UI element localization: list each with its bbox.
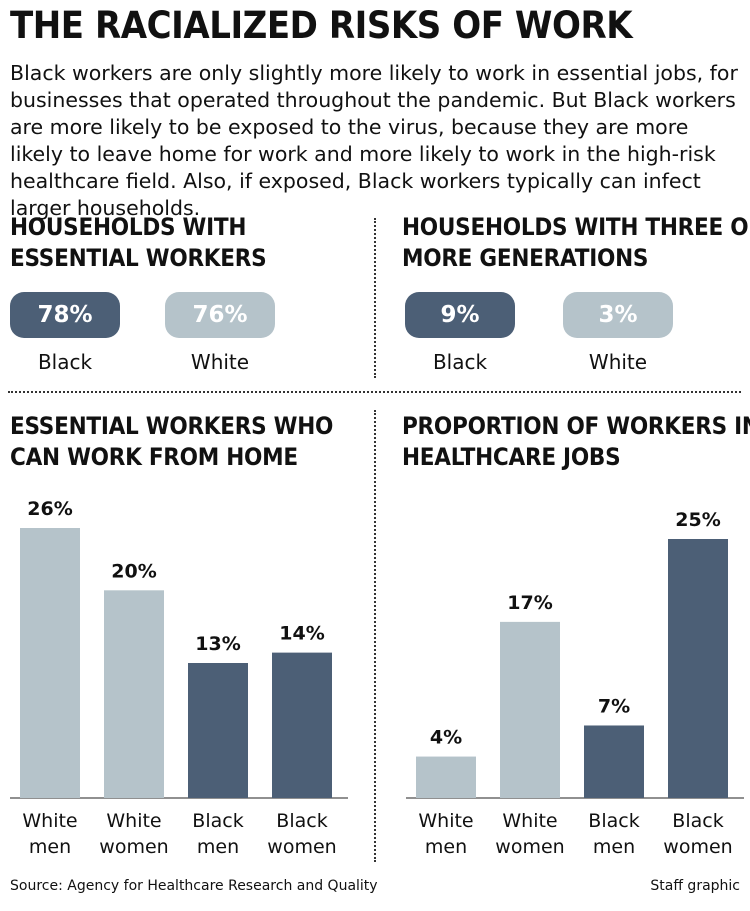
healthcare-jobs-title-line1: PROPORTION OF WORKERS IN [402,412,750,440]
intro-text: Black workers are only slightly more lik… [10,61,738,220]
page-title: THE RACIALIZED RISKS OF WORK [10,4,633,47]
generations-households-title-line2: MORE GENERATIONS [402,244,649,272]
wfh-category-label: women [99,836,168,858]
healthcare-value-label: 25% [675,509,720,531]
essential-households-title: HOUSEHOLDS WITH ESSENTIAL WORKERS [10,212,267,274]
wfh-category-label: women [267,836,336,858]
healthcare-category-label: men [425,836,467,858]
essential-white-label: White [190,350,250,374]
wfh-category-label: Black [276,810,327,832]
wfh-value-label: 13% [195,633,240,655]
healthcare-category-label: Black [672,810,723,832]
healthcare-jobs-title-line2: HEALTHCARE JOBS [402,443,621,471]
horizontal-divider [8,391,741,393]
wfh-category-label: Black [192,810,243,832]
healthcare-bar [500,621,560,798]
wfh-value-label: 26% [27,498,72,520]
wfh-bar [272,652,332,798]
essential-black-pill: 78% [10,292,120,338]
bottom-vertical-divider [374,410,376,862]
healthcare-category-label: White [502,810,557,832]
source-note: Source: Agency for Healthcare Research a… [10,878,378,894]
top-vertical-divider [374,218,376,378]
healthcare-category-label: White [418,810,473,832]
healthcare-category-label: women [663,836,732,858]
work-from-home-title-line1: ESSENTIAL WORKERS WHO [10,412,334,440]
wfh-bar [20,528,80,798]
healthcare-jobs-title: PROPORTION OF WORKERS IN HEALTHCARE JOBS [402,411,750,473]
wfh-bar [104,590,164,798]
healthcare-category-label: women [495,836,564,858]
healthcare-bar [584,725,644,798]
healthcare-category-label: Black [588,810,639,832]
wfh-category-label: White [106,810,161,832]
essential-black-label: Black [37,350,93,374]
healthcare-value-label: 17% [507,592,552,614]
generations-white-pill: 3% [563,292,673,338]
healthcare-value-label: 7% [598,695,630,717]
wfh-bar [188,663,248,798]
healthcare-category-label: men [593,836,635,858]
work-from-home-title: ESSENTIAL WORKERS WHO CAN WORK FROM HOME [10,411,333,473]
essential-white-pill: 76% [165,292,275,338]
generations-black-pill: 9% [405,292,515,338]
wfh-value-label: 14% [279,623,324,645]
generations-households-title-line1: HOUSEHOLDS WITH THREE OR [402,213,750,241]
wfh-category-label: men [29,836,71,858]
wfh-value-label: 20% [111,560,156,582]
wfh-category-label: White [22,810,77,832]
healthcare-bar [416,756,476,798]
healthcare-value-label: 4% [430,727,462,749]
generations-black-label: Black [432,350,488,374]
generations-white-label: White [588,350,648,374]
staff-credit: Staff graphic [650,878,740,894]
essential-households-title-line1: HOUSEHOLDS WITH [10,213,247,241]
work-from-home-title-line2: CAN WORK FROM HOME [10,443,298,471]
generations-households-title: HOUSEHOLDS WITH THREE OR MORE GENERATION… [402,212,750,274]
essential-households-title-line2: ESSENTIAL WORKERS [10,244,267,272]
healthcare-bar [668,539,728,798]
wfh-category-label: men [197,836,239,858]
